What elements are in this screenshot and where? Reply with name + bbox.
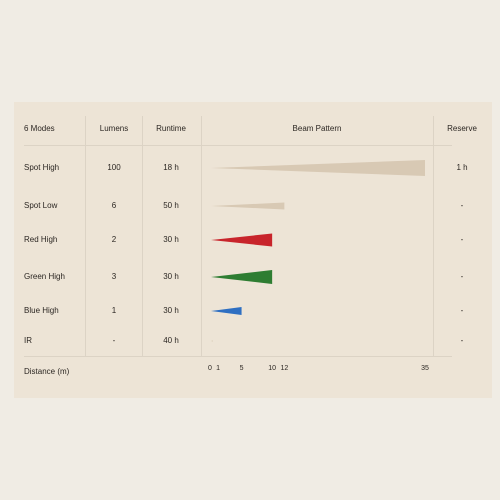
reserve-value: - [460,235,464,244]
beam-spot-low [211,202,285,210]
header-beam-pattern: Beam Pattern [292,124,342,133]
header-divider [24,145,452,146]
lumens-value: 2 [111,235,117,244]
header-runtime: Runtime [156,124,186,133]
modes-table-panel: 6 Modes Lumens Runtime Beam Pattern Rese… [14,102,492,398]
distance-tick-label: 0 [208,365,212,372]
beam-ir [211,340,213,342]
runtime-value: 18 h [163,163,179,172]
reserve-value: 1 h [456,163,468,172]
distance-tick-label: 35 [421,365,429,372]
mode-label: Spot Low [24,201,58,210]
distance-tick-label: 12 [280,365,289,372]
beam-pattern-chart [211,160,425,342]
reserve-value: - [460,201,464,210]
header-modes: 6 Modes [24,124,55,133]
mode-label: Blue High [24,306,59,315]
distance-axis-label: Distance (m) [24,367,70,376]
reserve-value: - [460,306,464,315]
lumens-value: 1 [111,306,117,315]
runtime-value: 30 h [163,272,179,281]
column-divider [433,116,434,356]
lumens-value: 3 [111,272,117,281]
distance-tick-label: 10 [268,365,277,372]
footer-divider [24,356,452,357]
header-reserve: Reserve [447,124,477,133]
distance-tick-label: 5 [239,365,244,372]
beam-green-high [211,270,273,284]
runtime-value: 50 h [163,201,179,210]
distance-tick-label: 1 [216,365,221,372]
lumens-value: - [112,336,116,345]
beam-spot-high [211,160,425,176]
runtime-value: 30 h [163,306,179,315]
mode-label: Red High [24,235,58,244]
reserve-value: - [460,272,464,281]
beam-blue-high [211,307,242,315]
column-divider [142,116,143,356]
beam-red-high [211,233,273,247]
column-divider [85,116,86,356]
reserve-value: - [460,336,464,345]
mode-label: IR [24,336,32,345]
header-lumens: Lumens [99,124,129,133]
mode-label: Green High [24,272,65,281]
lumens-value: 6 [111,201,117,210]
mode-label: Spot High [24,163,60,172]
runtime-value: 30 h [163,235,179,244]
column-divider [201,116,202,356]
runtime-value: 40 h [163,336,179,345]
lumens-value: 100 [107,163,121,172]
